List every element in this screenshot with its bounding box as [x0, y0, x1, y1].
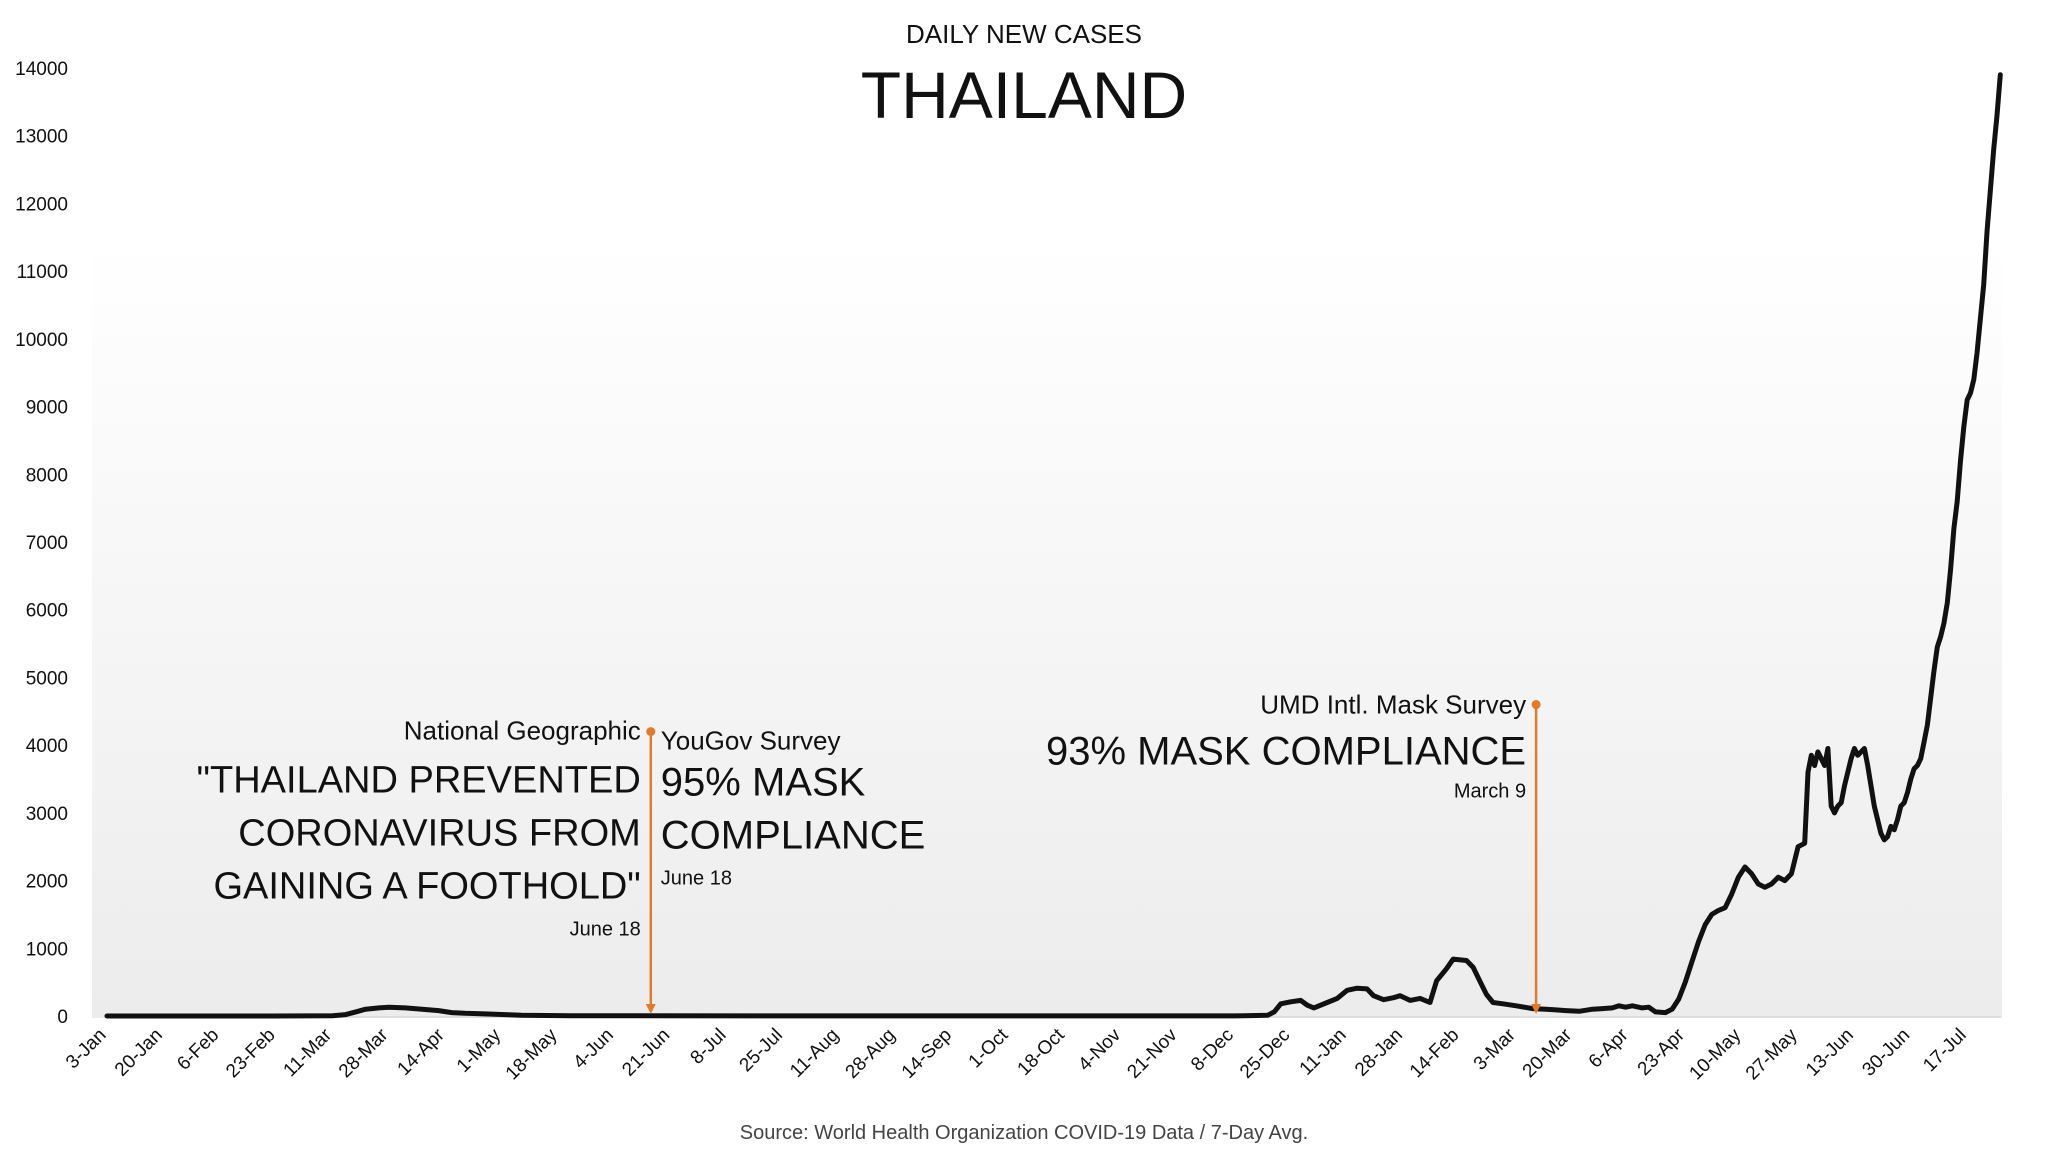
- series-line: [104, 72, 2003, 1019]
- x-tick-label: 8-Dec: [1187, 1025, 1238, 1076]
- annotation-quote-line: 95% MASK: [661, 761, 866, 805]
- annotation-source-label: UMD Intl. Mask Survey: [1260, 690, 1526, 720]
- annotation: National Geographic "THAILAND PREVENTED CO…: [197, 716, 926, 1014]
- x-tick-label: 14-Feb: [1406, 1025, 1463, 1082]
- y-axis: 0 1000 2000 3000 4000 5000 6000 7000 8000 9000 100…: [15, 59, 68, 1028]
- x-tick-label: 4-Nov: [1074, 1024, 1125, 1075]
- annotation-date: June 18: [570, 919, 641, 941]
- y-tick-label: 3000: [26, 804, 68, 825]
- x-tick-label: 11-Aug: [786, 1025, 843, 1082]
- x-tick-label: 11-Jan: [1296, 1025, 1351, 1080]
- y-tick-label: 5000: [26, 668, 68, 689]
- y-tick-label: 9000: [26, 398, 68, 419]
- y-tick-label: 14000: [15, 59, 68, 80]
- x-tick-label: 10-May: [1686, 1024, 1746, 1084]
- y-tick-label: 7000: [26, 533, 68, 554]
- x-tick-label: 4-Jun: [569, 1025, 617, 1073]
- annotation-quote-line: 93% MASK COMPLIANCE: [1046, 730, 1526, 774]
- annotation-quote-line: GAINING A FOOTHOLD": [213, 866, 640, 908]
- x-tick-label: 18-Oct: [1014, 1024, 1070, 1080]
- annotation: UMD Intl. Mask Survey 93% MASK COMPLIANCE…: [1046, 690, 1542, 1014]
- x-tick-label: 25-Dec: [1236, 1025, 1294, 1083]
- chart-subtitle: DAILY NEW CASES: [906, 19, 1142, 49]
- annotation-dot: [646, 727, 656, 737]
- annotation-quote-line: CORONAVIRUS FROM: [238, 813, 641, 855]
- annotation-quote-line: "THAILAND PREVENTED: [197, 760, 641, 802]
- annotation-date: March 9: [1454, 781, 1526, 803]
- y-tick-label: 11000: [17, 262, 68, 283]
- y-tick-label: 4000: [26, 736, 68, 757]
- annotation-dot: [1531, 700, 1541, 710]
- x-tick-label: 21-Nov: [1123, 1024, 1182, 1083]
- x-tick-label: 25-Jul: [736, 1025, 787, 1076]
- annotation-arrowhead: [645, 1004, 656, 1014]
- plot-background: [92, 240, 2002, 1018]
- y-tick-label: 1000: [26, 939, 68, 960]
- x-tick-label: 6-Feb: [173, 1025, 223, 1075]
- y-tick-label: 6000: [26, 601, 68, 622]
- chart-title: THAILAND: [861, 58, 1187, 132]
- annotation-date: June 18: [661, 868, 732, 890]
- x-tick-label: 14-Apr: [394, 1024, 450, 1080]
- x-tick-label: 20-Jan: [111, 1025, 167, 1081]
- y-tick-label: 0: [57, 1007, 68, 1028]
- x-tick-label: 17-Jul: [1919, 1025, 1970, 1076]
- y-tick-label: 12000: [15, 194, 68, 215]
- series-layer: [104, 72, 2003, 1019]
- y-tick-label: 2000: [26, 872, 68, 893]
- x-tick-label: 23-Apr: [1634, 1024, 1690, 1080]
- x-tick-label: 28-Aug: [842, 1025, 900, 1083]
- x-tick-label: 3-Mar: [1470, 1024, 1520, 1074]
- x-tick-label: 28-Mar: [335, 1024, 393, 1082]
- x-tick-label: 6-Apr: [1585, 1024, 1633, 1072]
- x-tick-label: 1-Oct: [965, 1024, 1013, 1072]
- x-tick-label: 28-Jan: [1351, 1025, 1407, 1081]
- x-tick-label: 21-Jun: [618, 1025, 674, 1081]
- x-tick-label: 27-May: [1742, 1024, 1802, 1084]
- annotation-layer: National Geographic "THAILAND PREVENTED CO…: [197, 690, 1542, 1014]
- x-tick-label: 13-Jun: [1802, 1025, 1858, 1081]
- chart-source: Source: World Health Organization COVID-…: [740, 1122, 1308, 1144]
- annotation-quote-line: COMPLIANCE: [661, 814, 926, 858]
- y-tick-label: 13000: [15, 127, 68, 148]
- x-tick-label: 23-Feb: [222, 1025, 279, 1082]
- x-tick-label: 30-Jun: [1858, 1025, 1914, 1081]
- x-tick-label: 11-Mar: [280, 1024, 337, 1081]
- annotation-source-label: National Geographic: [404, 716, 641, 746]
- annotation-source-label: YouGov Survey: [661, 726, 841, 756]
- x-tick-label: 20-Mar: [1519, 1024, 1577, 1082]
- y-tick-label: 8000: [26, 465, 68, 486]
- annotation-arrowhead: [1531, 1004, 1542, 1014]
- x-tick-label: 8-Jul: [687, 1025, 731, 1069]
- x-tick-label: 1-May: [453, 1024, 506, 1077]
- y-tick-label: 10000: [15, 330, 68, 351]
- x-tick-label: 18-May: [502, 1024, 562, 1084]
- x-tick-label: 3-Jan: [62, 1025, 110, 1073]
- x-tick-label: 14-Sep: [898, 1025, 956, 1083]
